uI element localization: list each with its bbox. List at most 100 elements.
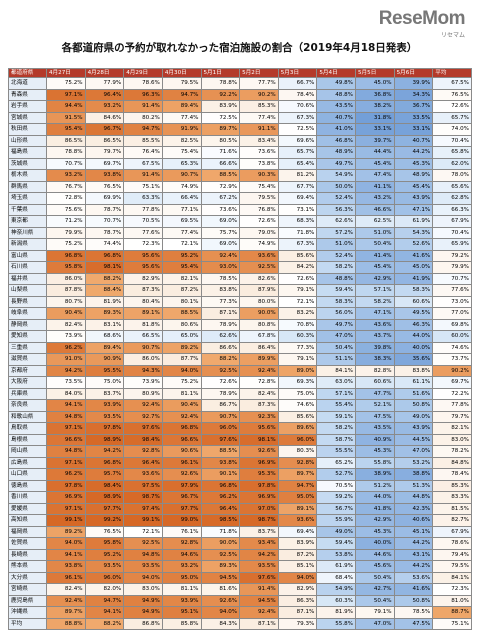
cell: 94.0% [200,606,241,619]
cell: 94.1% [46,548,86,561]
cell: 69.0% [200,238,241,251]
cell: 97.1% [46,456,86,469]
cell: 80.0% [239,295,279,308]
cell: 65.7% [277,146,318,159]
cell: 65.2% [316,456,356,469]
row-label: 愛知県 [8,330,47,343]
table-row: 滋賀県 91.0% 90.9% 86.0% 87.7% 88.2% 89.9% 79.1% 51… [8,353,472,366]
table-row: 神奈川県 79.9% 78.7% 77.6% 77.4% 75.7% 79.0% 71.8% 5… [8,226,472,239]
cell: 89.2% [46,525,86,538]
cell: 93.9% [161,594,202,607]
cell: 81.2% [277,169,318,182]
cell: 60.6% [355,376,395,389]
cell: 83.8% [393,364,434,377]
cell: 89.6% [277,422,318,435]
cell: 55.4% [316,399,356,412]
cell: 67.7% [277,180,318,193]
table-body: 北海道 75.2% 77.9% 78.6% 79.5% 78.8% 77.7% 66.7% 49… [8,77,472,630]
cell: 87.7% [161,353,202,366]
cell: 89.3% [84,307,125,320]
cell: 44.0% [355,491,395,504]
row-label: 鳥取県 [8,422,47,435]
cell: 90.2% [239,88,279,101]
cell: 69.7% [432,376,472,389]
row-label: 京都府 [8,364,47,377]
cell: 78.4% [277,88,318,101]
cell: 97.1% [46,422,86,435]
cell: 72.5% [200,111,241,124]
cell: 81.0% [432,594,472,607]
row-label: 奈良県 [8,399,47,412]
cell: 36.7% [393,100,434,113]
cell: 65.9% [432,238,472,251]
cell: 57.1% [316,387,356,400]
cell: 45.4% [355,261,395,274]
cell: 47.5% [393,617,434,630]
cell: 75.7% [200,226,241,239]
cell: 82.4% [239,387,279,400]
cell: 95.6% [123,261,163,274]
cell: 88.2% [200,353,241,366]
cell: 75.4% [239,180,279,193]
header-cell: 4月30日 [161,68,202,78]
cell: 95.6% [239,422,279,435]
cell: 88.4% [84,284,125,297]
table-row: 長野県 80.7% 81.9% 80.4% 80.1% 77.3% 80.0% 72.1% 58… [8,295,472,308]
cell: 94.0% [161,364,202,377]
cell: 80.4% [123,295,163,308]
cell: 72.5% [277,123,318,136]
row-label: 熊本県 [8,560,47,573]
cell: 92.8% [123,445,163,458]
row-label: 兵庫県 [8,387,47,400]
cell: 93.2% [46,169,86,182]
cell: 50.8% [393,594,434,607]
cell: 40.0% [355,537,395,550]
cell: 44.2% [393,146,434,159]
table-row: 千葉県 75.6% 78.7% 77.8% 77.1% 73.6% 76.8% 73.1% 56… [8,203,472,216]
cell: 94.7% [277,479,318,492]
cell: 67.3% [277,238,318,251]
cell: 89.7% [46,606,86,619]
cell: 94.1% [84,606,125,619]
cell: 87.8% [46,284,86,297]
cell: 53.8% [316,548,356,561]
cell: 98.1% [239,433,279,446]
cell: 89.9% [239,353,279,366]
cell: 83.7% [84,387,125,400]
cell: 49.7% [316,318,356,331]
cell: 92.6% [200,594,241,607]
cell: 91.0% [46,353,86,366]
cell: 71.8% [200,525,241,538]
cell: 93.5% [84,410,125,423]
cell: 78.2% [432,445,472,458]
cell: 75.1% [123,180,163,193]
table-row: 宮城県 91.5% 84.6% 80.2% 77.4% 72.5% 77.4% 67.3% 40… [8,111,472,124]
cell: 94.2% [239,548,279,561]
table-row: 埼玉県 72.8% 69.9% 63.3% 66.4% 67.2% 79.5% 69.4% 52… [8,192,472,205]
cell: 92.4% [46,594,86,607]
cell: 77.4% [239,111,279,124]
cell: 43.7% [355,330,395,343]
cell: 58.2% [316,261,356,274]
row-label: 北海道 [8,77,47,90]
cell: 79.7% [432,410,472,423]
cell: 67.5% [432,77,472,90]
cell: 79.4% [432,548,472,561]
cell: 68.3% [277,215,318,228]
cell: 84.3% [200,617,241,630]
cell: 72.3% [123,238,163,251]
table-row: 鹿児島県 92.4% 94.7% 94.9% 93.9% 92.6% 94.5% 86.3% 6… [8,594,472,607]
cell: 97.1% [46,502,86,515]
cell: 91.4% [123,100,163,113]
cell: 52.6% [393,238,434,251]
cell: 78.8% [46,146,86,159]
row-label: 高知県 [8,514,47,527]
cell: 73.6% [200,203,241,216]
cell: 44.8% [393,491,434,504]
cell: 72.6% [200,376,241,389]
cell: 49.7% [316,157,356,170]
cell: 74.6% [277,399,318,412]
header-cell: 4月29日 [123,68,163,78]
cell: 80.6% [161,318,202,331]
cell: 87.2% [161,284,202,297]
